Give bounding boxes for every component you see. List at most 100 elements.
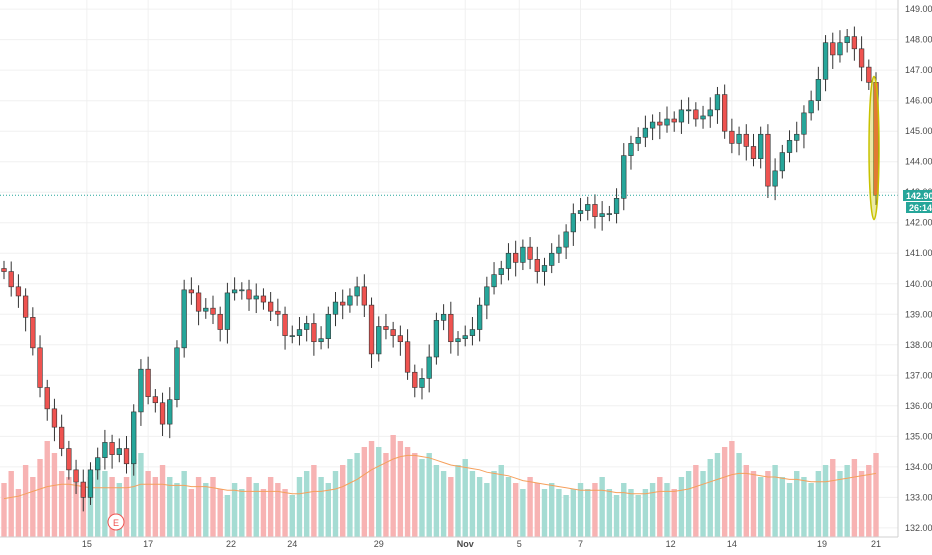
candle xyxy=(476,304,483,330)
candle xyxy=(361,286,367,306)
x-tick-label: 19 xyxy=(817,539,827,549)
candle xyxy=(282,313,288,336)
volume-bar xyxy=(786,483,793,537)
candle xyxy=(765,133,771,187)
volume-bar xyxy=(426,453,432,537)
volume-bar xyxy=(844,465,850,537)
volume-bar xyxy=(505,477,512,537)
candle xyxy=(181,289,187,349)
candle xyxy=(621,155,627,199)
volume-bar xyxy=(231,483,238,537)
candle xyxy=(123,448,130,465)
volume-bar xyxy=(94,465,101,537)
candles xyxy=(1,26,879,512)
volume-bar xyxy=(736,453,742,537)
candle xyxy=(729,130,735,144)
volume-bar xyxy=(303,471,310,537)
candle xyxy=(340,301,346,306)
volume-bar xyxy=(217,489,223,537)
volume-bar xyxy=(743,465,749,537)
candle xyxy=(693,109,699,120)
candle xyxy=(224,292,231,330)
candle xyxy=(484,286,490,306)
x-tick-label: 14 xyxy=(727,539,737,549)
candle xyxy=(664,118,670,126)
x-tick-label: 17 xyxy=(143,539,153,549)
volume-bar xyxy=(873,453,879,537)
candle xyxy=(455,338,461,343)
volume-bar xyxy=(203,483,209,537)
candle xyxy=(858,48,865,68)
x-tick-label: 21 xyxy=(871,539,881,549)
candle xyxy=(289,335,295,337)
volume-bar xyxy=(433,465,440,537)
candle xyxy=(794,133,800,141)
candle xyxy=(66,448,72,471)
candle xyxy=(786,140,793,153)
candle xyxy=(707,109,713,117)
candle xyxy=(368,304,375,355)
volume-bar xyxy=(131,459,137,537)
volume-bar xyxy=(354,453,360,537)
countdown-bg xyxy=(906,202,932,213)
candle xyxy=(203,307,209,312)
candle xyxy=(246,289,252,300)
volume-bar xyxy=(621,483,627,537)
volume-bar xyxy=(102,471,108,537)
x-tick-label: 24 xyxy=(287,539,297,549)
earnings-marker[interactable]: E xyxy=(107,513,125,531)
earnings-marker-circle[interactable] xyxy=(107,513,125,531)
volume-bar xyxy=(721,447,728,537)
y-tick-label: 146.00 xyxy=(905,96,932,106)
candle xyxy=(426,356,432,379)
time-axis[interactable]: 15 17 22 24 29 Nov 5 7 12 14 19 21 xyxy=(0,536,898,549)
volume-bar xyxy=(44,441,50,537)
volume-bar xyxy=(66,477,72,537)
candle xyxy=(37,347,43,388)
candle xyxy=(102,442,108,458)
candle xyxy=(577,210,584,214)
volume-bar xyxy=(664,483,670,537)
candle xyxy=(541,265,548,272)
y-tick-label: 140.00 xyxy=(905,279,932,289)
candle xyxy=(851,36,858,50)
volume-bar xyxy=(592,483,598,537)
volume-bar xyxy=(332,471,339,537)
volume-bar xyxy=(541,489,548,537)
candle xyxy=(448,313,454,343)
volume-bar xyxy=(606,489,613,537)
candle xyxy=(498,268,504,275)
y-tick-label: 136.00 xyxy=(905,401,932,411)
volume-bar xyxy=(484,483,490,537)
volume-bar xyxy=(794,471,800,537)
candle xyxy=(822,42,829,80)
volume-bar xyxy=(390,435,396,537)
volume-bar xyxy=(455,465,461,537)
y-tick-label: 144.00 xyxy=(905,157,932,167)
candle xyxy=(390,329,396,336)
candle xyxy=(131,411,137,465)
volume-bar xyxy=(440,471,447,537)
candle xyxy=(844,36,850,44)
price-axis[interactable]: 132.00 133.00 134.00 135.00 136.00 137.00 138.… xyxy=(897,0,932,537)
volume-bar xyxy=(765,471,771,537)
volume-bar xyxy=(340,465,346,537)
candle xyxy=(585,204,591,211)
candle xyxy=(304,323,310,330)
candle xyxy=(8,271,14,288)
volume-bar xyxy=(318,477,324,537)
candle xyxy=(599,213,605,217)
volume-bar xyxy=(476,477,483,537)
candle xyxy=(513,252,519,263)
volume-bar xyxy=(80,489,86,537)
volume-bar xyxy=(714,453,721,537)
y-tick-label: 145.00 xyxy=(905,126,932,136)
volume-bar xyxy=(851,459,858,537)
volume-bar xyxy=(837,471,843,537)
volume-bar xyxy=(246,477,252,537)
volume-bar xyxy=(109,477,115,537)
candle xyxy=(570,213,576,233)
volume-bar xyxy=(239,489,245,537)
